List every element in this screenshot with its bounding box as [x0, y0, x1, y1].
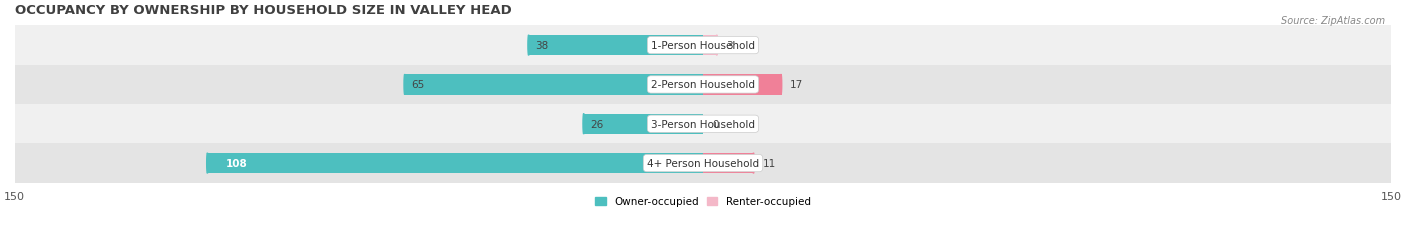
Text: 17: 17 [790, 80, 803, 90]
Bar [405, 75, 703, 95]
Text: 3-Person Household: 3-Person Household [651, 119, 755, 129]
Bar [703, 153, 754, 173]
Text: 11: 11 [762, 158, 776, 168]
Ellipse shape [583, 114, 585, 134]
Bar [14, 105, 1392, 144]
Bar [14, 65, 1392, 105]
Text: 26: 26 [591, 119, 603, 129]
Text: 2-Person Household: 2-Person Household [651, 80, 755, 90]
Ellipse shape [780, 75, 782, 95]
Text: 4+ Person Household: 4+ Person Household [647, 158, 759, 168]
Text: OCCUPANCY BY OWNERSHIP BY HOUSEHOLD SIZE IN VALLEY HEAD: OCCUPANCY BY OWNERSHIP BY HOUSEHOLD SIZE… [14, 4, 512, 17]
Legend: Owner-occupied, Renter-occupied: Owner-occupied, Renter-occupied [595, 196, 811, 206]
Text: 0: 0 [713, 119, 718, 129]
Text: 3: 3 [725, 41, 733, 51]
Bar [208, 153, 703, 173]
Ellipse shape [404, 75, 405, 95]
Bar [529, 36, 703, 56]
Text: 38: 38 [536, 41, 548, 51]
Ellipse shape [752, 153, 754, 173]
Ellipse shape [207, 153, 208, 173]
Bar [14, 26, 1392, 65]
Bar [14, 144, 1392, 183]
Text: 65: 65 [412, 80, 425, 90]
Bar [583, 114, 703, 134]
Bar [703, 36, 717, 56]
Text: 108: 108 [226, 158, 247, 168]
Bar [703, 75, 780, 95]
Text: Source: ZipAtlas.com: Source: ZipAtlas.com [1281, 16, 1385, 26]
Ellipse shape [527, 36, 529, 56]
Ellipse shape [716, 36, 717, 56]
Text: 1-Person Household: 1-Person Household [651, 41, 755, 51]
